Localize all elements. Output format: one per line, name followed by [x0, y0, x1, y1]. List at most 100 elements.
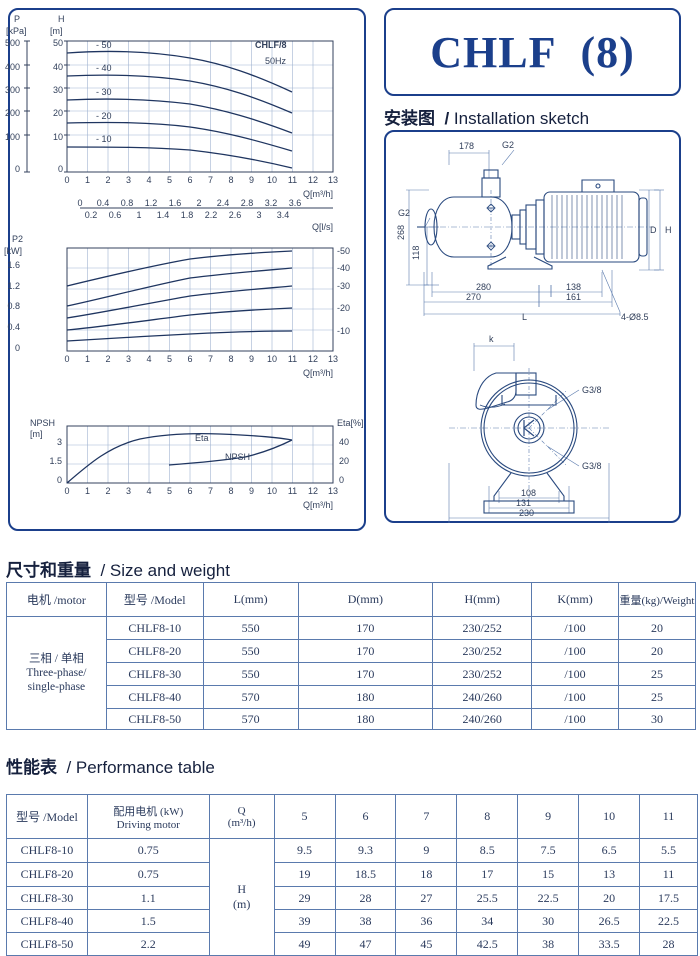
svg-text:11: 11: [288, 354, 297, 364]
svg-text:0.8: 0.8: [7, 301, 20, 311]
svg-text:131: 131: [516, 498, 531, 508]
svg-text:0.4: 0.4: [7, 322, 20, 332]
svg-text:-50: -50: [337, 246, 350, 256]
svg-text:2.2: 2.2: [205, 210, 218, 220]
svg-text:8: 8: [228, 486, 233, 496]
svg-text:3.2: 3.2: [265, 198, 278, 208]
svg-text:0.6: 0.6: [109, 210, 122, 220]
svg-text:178: 178: [459, 141, 474, 151]
svg-text:1.2: 1.2: [145, 198, 158, 208]
svg-text:- 10: - 10: [96, 134, 112, 144]
svg-text:2.4: 2.4: [217, 198, 230, 208]
svg-text:1: 1: [85, 354, 90, 364]
svg-text:1: 1: [85, 175, 90, 185]
svg-text:Q[m³/h]: Q[m³/h]: [303, 368, 333, 378]
svg-text:1.6: 1.6: [169, 198, 182, 208]
svg-text:40: 40: [53, 62, 63, 72]
svg-text:Q[l/s]: Q[l/s]: [312, 222, 333, 232]
svg-text:- 50: - 50: [96, 40, 112, 50]
svg-text:6: 6: [187, 354, 192, 364]
svg-text:8: 8: [228, 354, 233, 364]
svg-text:0: 0: [64, 175, 69, 185]
svg-text:11: 11: [288, 175, 297, 185]
svg-text:9: 9: [249, 175, 254, 185]
svg-text:30: 30: [53, 85, 63, 95]
svg-text:8: 8: [228, 175, 233, 185]
svg-text:3.6: 3.6: [289, 198, 302, 208]
svg-text:H: H: [665, 225, 672, 235]
svg-text:2: 2: [105, 175, 110, 185]
svg-text:3: 3: [57, 437, 62, 447]
svg-text:G3/8: G3/8: [582, 461, 602, 471]
svg-text:L: L: [522, 312, 527, 322]
svg-text:0: 0: [57, 475, 62, 485]
svg-text:0.8: 0.8: [121, 198, 134, 208]
svg-text:200: 200: [5, 108, 20, 118]
svg-text:4: 4: [146, 486, 151, 496]
svg-text:- 20: - 20: [96, 111, 112, 121]
svg-text:3: 3: [126, 486, 131, 496]
svg-text:1.4: 1.4: [157, 210, 170, 220]
svg-text:0: 0: [64, 354, 69, 364]
svg-text:H: H: [58, 14, 65, 24]
svg-text:0: 0: [58, 164, 63, 174]
svg-text:3: 3: [126, 354, 131, 364]
svg-text:5: 5: [167, 486, 172, 496]
svg-text:100: 100: [5, 132, 20, 142]
svg-text:G3/8: G3/8: [582, 385, 602, 395]
svg-text:0: 0: [339, 475, 344, 485]
svg-text:7: 7: [208, 486, 213, 496]
svg-text:20: 20: [53, 108, 63, 118]
svg-text:13: 13: [328, 175, 338, 185]
svg-text:280: 280: [476, 282, 491, 292]
svg-text:- 30: - 30: [96, 87, 112, 97]
svg-text:2: 2: [105, 354, 110, 364]
svg-text:NPSH: NPSH: [225, 452, 250, 462]
svg-text:-20: -20: [337, 303, 350, 313]
svg-text:[kW]: [kW]: [4, 246, 22, 256]
svg-text:12: 12: [308, 175, 318, 185]
svg-text:138: 138: [566, 282, 581, 292]
svg-text:7: 7: [208, 175, 213, 185]
svg-text:300: 300: [5, 85, 20, 95]
svg-text:1: 1: [136, 210, 141, 220]
svg-text:k: k: [489, 334, 494, 344]
svg-text:2.8: 2.8: [241, 198, 254, 208]
svg-text:9: 9: [249, 354, 254, 364]
svg-text:-10: -10: [337, 326, 350, 336]
svg-text:20: 20: [339, 456, 349, 466]
svg-text:5: 5: [167, 175, 172, 185]
svg-text:G2: G2: [502, 140, 514, 150]
svg-text:13: 13: [328, 486, 338, 496]
svg-text:3.4: 3.4: [277, 210, 290, 220]
svg-text:3: 3: [126, 175, 131, 185]
svg-text:1.8: 1.8: [181, 210, 194, 220]
svg-text:G2: G2: [398, 208, 410, 218]
svg-text:P: P: [14, 14, 20, 24]
svg-text:[m]: [m]: [50, 26, 63, 36]
svg-text:11: 11: [288, 486, 297, 496]
svg-text:- 40: - 40: [96, 63, 112, 73]
svg-text:270: 270: [466, 292, 481, 302]
svg-text:2: 2: [196, 198, 201, 208]
svg-text:0: 0: [77, 198, 82, 208]
svg-text:500: 500: [5, 38, 20, 48]
svg-text:0.2: 0.2: [85, 210, 98, 220]
svg-text:1.6: 1.6: [7, 260, 20, 270]
svg-text:2: 2: [105, 486, 110, 496]
svg-text:13: 13: [328, 354, 338, 364]
svg-text:268: 268: [396, 225, 406, 240]
svg-text:10: 10: [267, 354, 277, 364]
svg-text:NPSH: NPSH: [30, 418, 55, 428]
svg-text:50Hz: 50Hz: [265, 56, 287, 66]
svg-text:4-Ø8.5: 4-Ø8.5: [621, 312, 649, 322]
svg-text:0: 0: [15, 164, 20, 174]
svg-text:0.4: 0.4: [97, 198, 110, 208]
svg-text:4: 4: [146, 175, 151, 185]
svg-text:[kPa]: [kPa]: [6, 26, 27, 36]
svg-text:1: 1: [85, 486, 90, 496]
svg-text:5: 5: [167, 354, 172, 364]
svg-text:Eta[%]: Eta[%]: [337, 418, 364, 428]
svg-text:12: 12: [308, 354, 318, 364]
svg-text:10: 10: [267, 175, 277, 185]
